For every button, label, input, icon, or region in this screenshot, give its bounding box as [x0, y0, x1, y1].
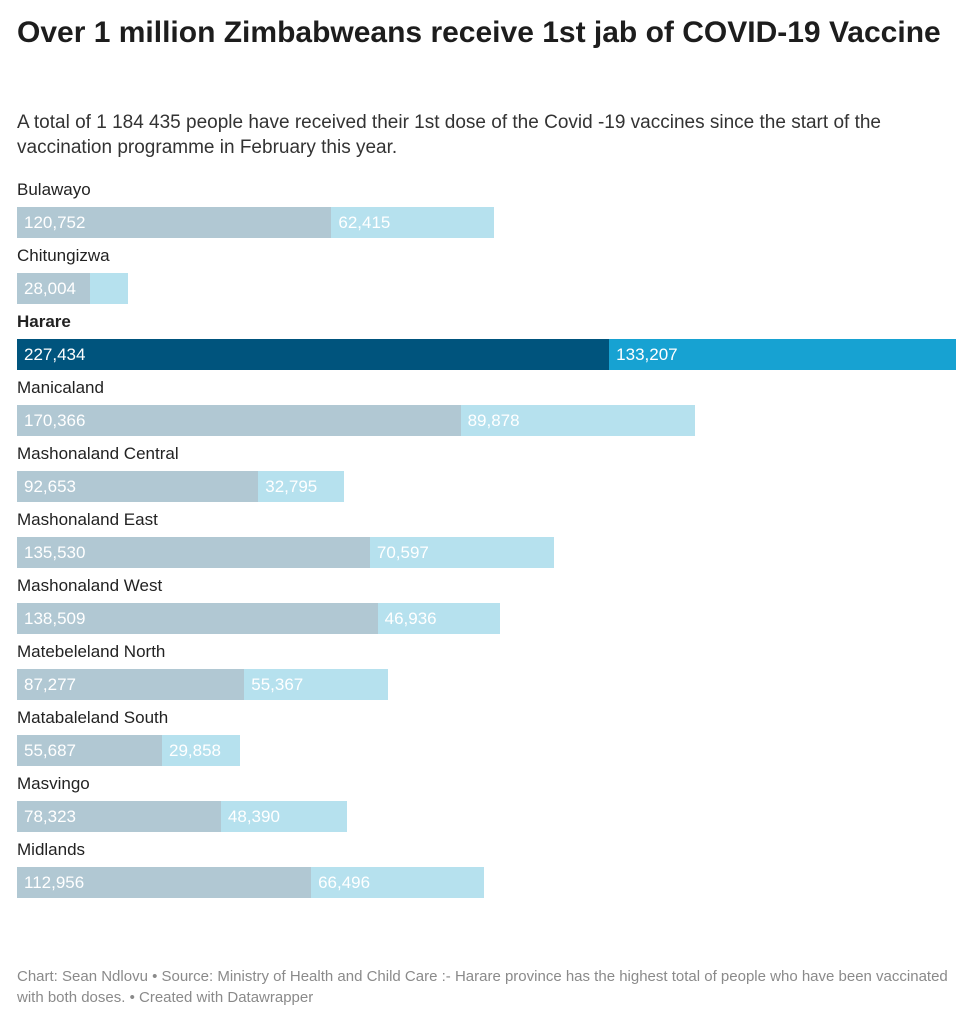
- data-label: 138,509: [24, 609, 86, 628]
- bar-row: Mashonaland West 138,509 46,936: [17, 572, 956, 638]
- data-label: 133,207: [616, 345, 678, 364]
- category-label: Harare: [17, 312, 71, 331]
- bar-row: Mashonaland East 135,530 70,597: [17, 506, 956, 572]
- chart-footer: Chart: Sean Ndlovu • Source: Ministry of…: [17, 968, 948, 1006]
- bar-segment-first: 170,366: [17, 405, 461, 436]
- category-label: Chitungizwa: [17, 246, 110, 265]
- bar-segment-second: 89,878: [460, 405, 695, 436]
- bar-row: Matebeleland North 87,277 55,367: [17, 638, 956, 704]
- bar-segment-second: 55,367: [244, 669, 389, 700]
- data-label: 120,752: [24, 213, 86, 232]
- data-label: 55,687: [24, 741, 76, 760]
- category-label: Midlands: [17, 840, 86, 859]
- data-label: 170,366: [24, 411, 86, 430]
- data-label: 62,415: [338, 213, 391, 232]
- bar-segment-first: 92,653: [17, 471, 259, 502]
- bar-row: Bulawayo 120,752 62,415: [17, 176, 956, 242]
- bar-segment-first: 227,434: [17, 339, 610, 370]
- bar-segment-first: 135,530: [17, 537, 370, 568]
- stacked-bar: 78,323 48,390: [17, 801, 347, 832]
- stacked-bar: 135,530 70,597: [17, 537, 554, 568]
- bar-segment-second: 48,390: [220, 801, 347, 832]
- category-label: Mashonaland West: [17, 576, 163, 595]
- bar-row: Matabaleland South 55,687 29,858: [17, 704, 956, 770]
- bar-segment-second: 70,597: [369, 537, 554, 568]
- data-label: 78,323: [24, 807, 76, 826]
- bar-row: Manicaland 170,366 89,878: [17, 374, 956, 440]
- bar-row: Mashonaland Central 92,653 32,795: [17, 440, 956, 506]
- category-label: Mashonaland East: [17, 510, 158, 529]
- data-label: 29,858: [168, 741, 221, 760]
- bar-row: Chitungizwa 28,004: [17, 242, 956, 308]
- data-label: 55,367: [251, 675, 304, 694]
- bar-segment-second: 32,795: [258, 471, 344, 502]
- stacked-bar: 227,434 133,207: [17, 339, 956, 370]
- category-label: Mashonaland Central: [17, 444, 179, 463]
- stacked-bar: 55,687 29,858: [17, 735, 240, 766]
- category-label: Masvingo: [17, 774, 90, 793]
- bar-row: Midlands 112,956 66,496: [17, 836, 956, 902]
- chart-title: Over 1 million Zimbabweans receive 1st j…: [17, 16, 941, 49]
- bar-segment-first: 87,277: [17, 669, 245, 700]
- stacked-bar: 87,277 55,367: [17, 669, 389, 700]
- category-label: Manicaland: [17, 378, 104, 397]
- bar-segment-first: 78,323: [17, 801, 221, 832]
- stacked-bar: 112,956 66,496: [17, 867, 485, 898]
- stacked-bar: 92,653 32,795: [17, 471, 344, 502]
- stacked-bar: 120,752 62,415: [17, 207, 494, 238]
- bar-segment-second: 66,496: [311, 867, 485, 898]
- bar-segment-first: 28,004: [17, 273, 90, 304]
- bar-row: Harare 227,434 133,207: [17, 308, 956, 374]
- bar-segment-first: 120,752: [17, 207, 332, 238]
- bar-segment-second: 29,858: [161, 735, 240, 766]
- data-label: 112,956: [24, 873, 85, 892]
- bar-segment-second: 133,207: [609, 339, 956, 370]
- bar-segment-first: 55,687: [17, 735, 162, 766]
- data-label: 135,530: [24, 543, 86, 562]
- bar-segment-second: 46,936: [377, 603, 500, 634]
- data-label: 28,004: [24, 279, 76, 298]
- stacked-bar-chart: Bulawayo 120,752 62,415 Chitungizwa 28,004 Ha…: [17, 176, 956, 902]
- bar-segment-first: 138,509: [17, 603, 378, 634]
- bar-segment-second: [89, 273, 128, 304]
- chart-subtitle: A total of 1 184 435 people have receive…: [17, 112, 881, 158]
- data-label: 46,936: [384, 609, 437, 628]
- data-label: 227,434: [24, 345, 86, 364]
- data-label: 48,390: [227, 807, 280, 826]
- data-label: 92,653: [24, 477, 76, 496]
- bar-row: Masvingo 78,323 48,390: [17, 770, 956, 836]
- category-label: Bulawayo: [17, 180, 91, 199]
- data-label: 89,878: [467, 411, 520, 430]
- bar-segment-first: 112,956: [17, 867, 312, 898]
- bar-segment-second: 62,415: [331, 207, 494, 238]
- data-label: 70,597: [376, 543, 429, 562]
- stacked-bar: 28,004: [17, 273, 128, 304]
- category-label: Matebeleland North: [17, 642, 166, 661]
- category-label: Matabaleland South: [17, 708, 169, 727]
- stacked-bar: 138,509 46,936: [17, 603, 500, 634]
- stacked-bar: 170,366 89,878: [17, 405, 695, 436]
- data-label: 66,496: [318, 873, 371, 892]
- data-label: 32,795: [265, 477, 318, 496]
- data-label: 87,277: [24, 675, 76, 694]
